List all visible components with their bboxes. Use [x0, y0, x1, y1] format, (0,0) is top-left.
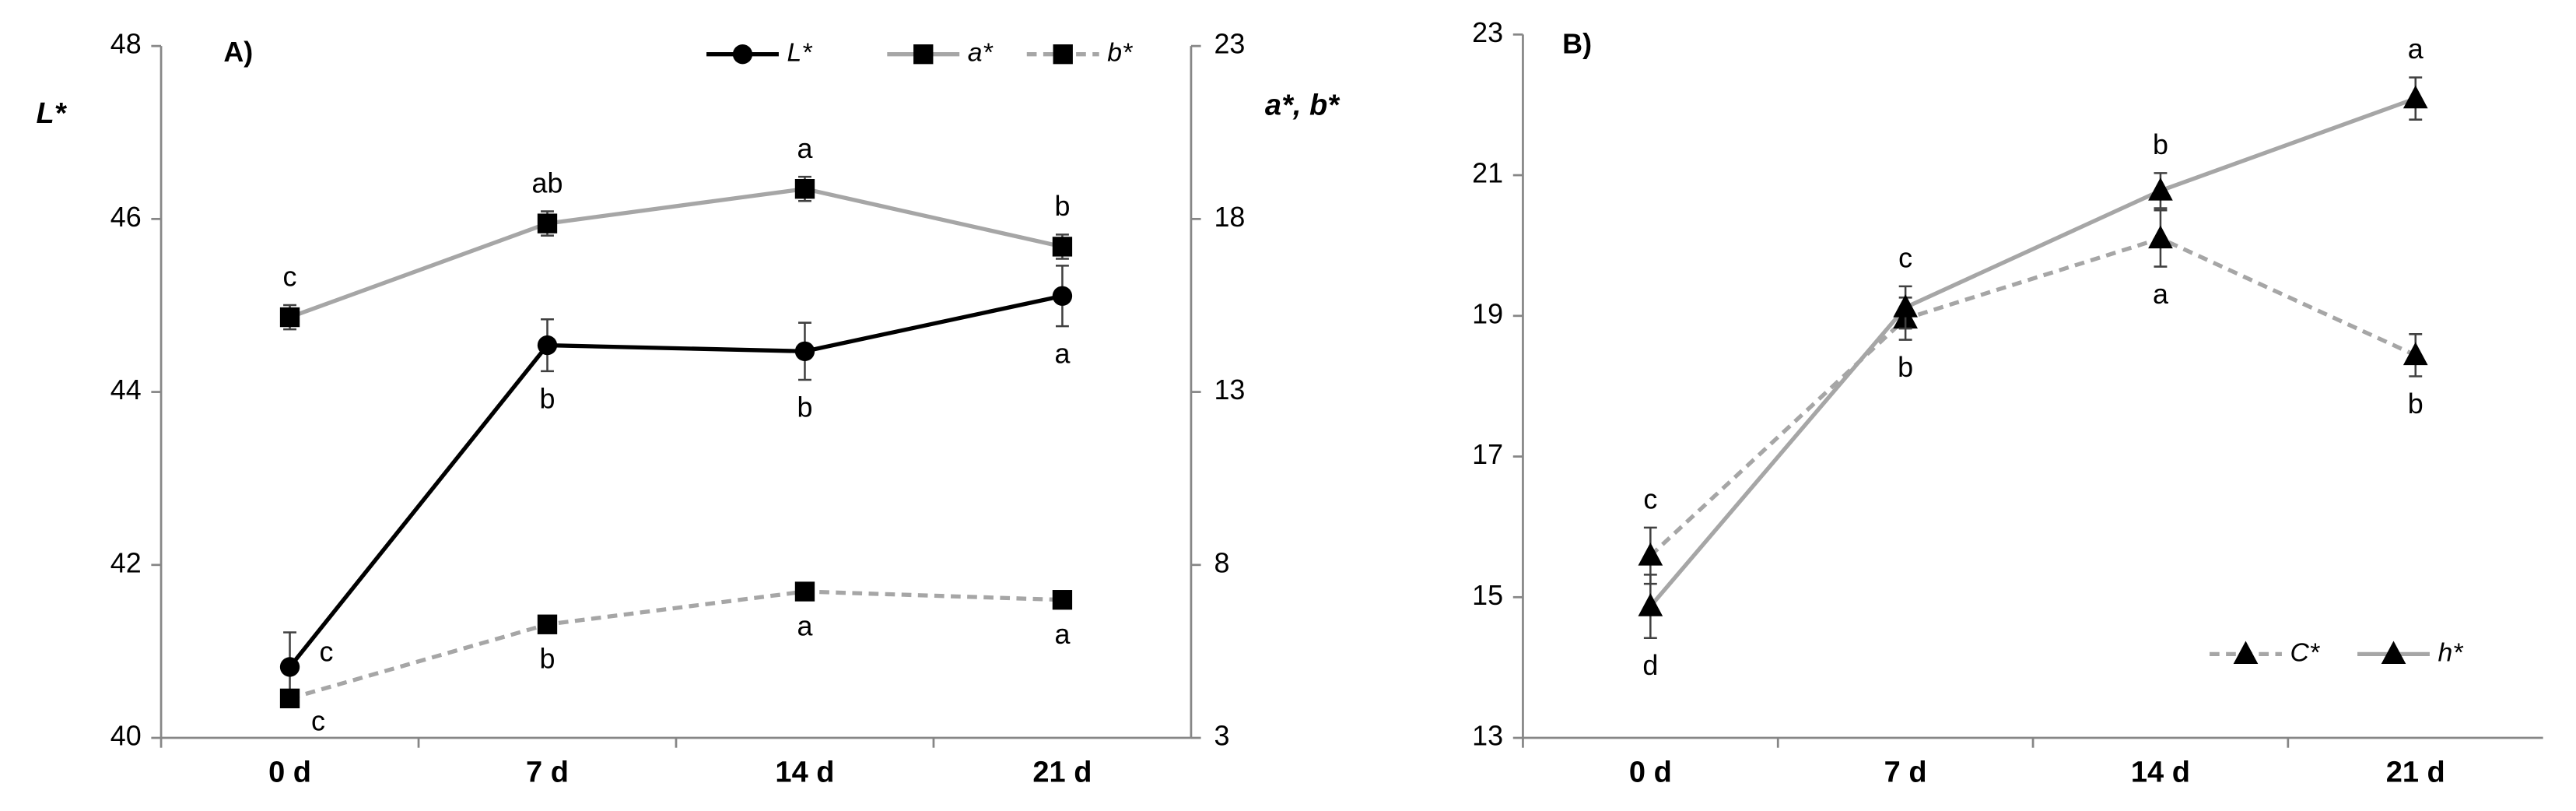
marker [1638, 542, 1663, 566]
significance-letter: a [797, 133, 812, 164]
y-tick-label: 15 [1472, 580, 1503, 611]
legend-label: a* [968, 38, 994, 68]
legend-label: h* [2438, 637, 2465, 667]
marker [537, 213, 558, 233]
legend-marker [913, 44, 934, 65]
legend-label: b* [1107, 38, 1134, 68]
legend-marker [2381, 641, 2406, 665]
y2-tick-label: 3 [1214, 721, 1229, 752]
legend-marker [732, 44, 753, 65]
significance-letter: a [1054, 619, 1070, 650]
y2-tick-label: 13 [1214, 374, 1245, 406]
significance-letter: d [1642, 650, 1658, 681]
marker [2403, 85, 2428, 109]
y-tick-label: 44 [110, 374, 142, 406]
y-tick-label: 21 [1472, 158, 1503, 189]
marker [1052, 590, 1073, 610]
x-tick-label: 21 d [1032, 757, 1092, 789]
marker [279, 657, 300, 677]
y2-tick-label: 8 [1214, 547, 1229, 578]
significance-letter: b [2408, 388, 2424, 420]
x-tick-label: 21 d [2386, 757, 2445, 789]
significance-letter: b [540, 383, 556, 414]
legend-label: L* [787, 38, 814, 68]
marker [2148, 225, 2173, 249]
significance-letter: a [2153, 279, 2168, 310]
y-tick-label: 42 [110, 547, 142, 578]
x-tick-label: 7 d [1884, 757, 1927, 789]
significance-letter: c [1643, 484, 1657, 515]
significance-letter: a [2408, 33, 2424, 65]
y-tick-label: 17 [1472, 439, 1503, 470]
significance-letter: c [320, 637, 334, 668]
significance-letter: ab [532, 167, 563, 198]
marker [537, 614, 558, 634]
significance-letter: b [540, 644, 556, 675]
y-tick-label: 40 [110, 721, 142, 752]
y-tick-label: 23 [1472, 17, 1503, 48]
x-tick-label: 0 d [1629, 757, 1672, 789]
y-tick-label: 48 [110, 29, 142, 60]
legend-label: C* [2290, 637, 2320, 667]
series-line [288, 293, 1063, 669]
marker [2403, 342, 2428, 366]
marker [2148, 177, 2173, 201]
marker [537, 335, 558, 356]
x-tick-label: 7 d [526, 757, 569, 789]
marker [794, 581, 815, 602]
marker [1893, 294, 1918, 318]
significance-letter: c [311, 706, 325, 737]
marker [794, 179, 815, 199]
x-tick-label: 0 d [268, 757, 311, 789]
y-tick-label: 46 [110, 202, 142, 233]
marker [1052, 237, 1073, 257]
significance-letter: c [1898, 243, 1912, 274]
legend-marker [2233, 641, 2259, 665]
panel-title: B) [1562, 29, 1592, 60]
marker [1638, 593, 1663, 616]
significance-letter: b [1898, 352, 1913, 383]
series-line [1649, 97, 2417, 608]
marker [794, 341, 815, 362]
significance-letter: c [283, 262, 297, 293]
marker [279, 688, 300, 709]
panel-title: A) [223, 37, 253, 68]
series-line [289, 187, 1064, 320]
x-tick-label: 14 d [2131, 757, 2190, 789]
y2-axis-label: a*, b* [1265, 89, 1341, 121]
y-tick-label: 13 [1472, 721, 1503, 752]
y2-tick-label: 23 [1214, 29, 1245, 60]
marker [279, 307, 300, 328]
series-line [1649, 236, 2417, 557]
x-tick-label: 14 d [775, 757, 834, 789]
significance-letter: a [797, 610, 812, 641]
significance-letter: b [2153, 129, 2168, 160]
significance-letter: b [1054, 191, 1070, 222]
y-tick-label: 19 [1472, 298, 1503, 329]
y-axis-label: L* [37, 97, 68, 130]
legend-marker [1053, 44, 1073, 65]
significance-letter: b [797, 392, 812, 423]
series-line [289, 589, 1063, 700]
marker [1052, 286, 1073, 306]
y2-tick-label: 18 [1214, 202, 1245, 233]
significance-letter: a [1054, 339, 1070, 370]
